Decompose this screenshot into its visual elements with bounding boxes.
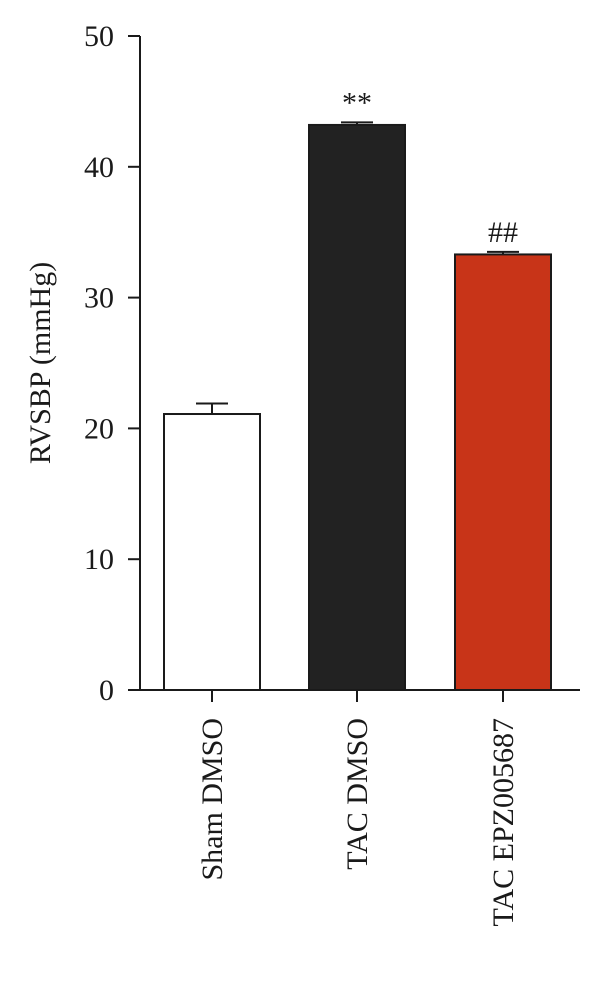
significance-marks: ** ##	[342, 86, 518, 248]
bar-1	[163, 413, 261, 691]
y-tick-label-10: 10	[84, 543, 114, 576]
y-tick-label-40: 40	[84, 151, 114, 184]
category-labels: Sham DMSO TAC DMSO TAC EPZ005687	[196, 718, 520, 926]
y-tick-label-0: 0	[99, 674, 114, 707]
error-bars	[196, 121, 519, 415]
y-ticks: 0 10 20 30 40 50	[84, 20, 140, 707]
significance-label-3: ##	[488, 216, 518, 249]
bar-3	[454, 253, 552, 691]
bars	[163, 123, 552, 692]
category-label-3: TAC EPZ005687	[487, 718, 520, 926]
category-label-2: TAC DMSO	[341, 718, 374, 870]
y-axis-label: RVSBP (mmHg)	[24, 262, 57, 464]
bar-2	[308, 123, 406, 692]
category-label-1: Sham DMSO	[196, 718, 229, 881]
significance-label-2: **	[342, 86, 372, 119]
x-ticks	[211, 690, 504, 702]
y-tick-label-50: 50	[84, 20, 114, 53]
y-tick-label-20: 20	[84, 412, 114, 445]
y-tick-label-30: 30	[84, 282, 114, 315]
